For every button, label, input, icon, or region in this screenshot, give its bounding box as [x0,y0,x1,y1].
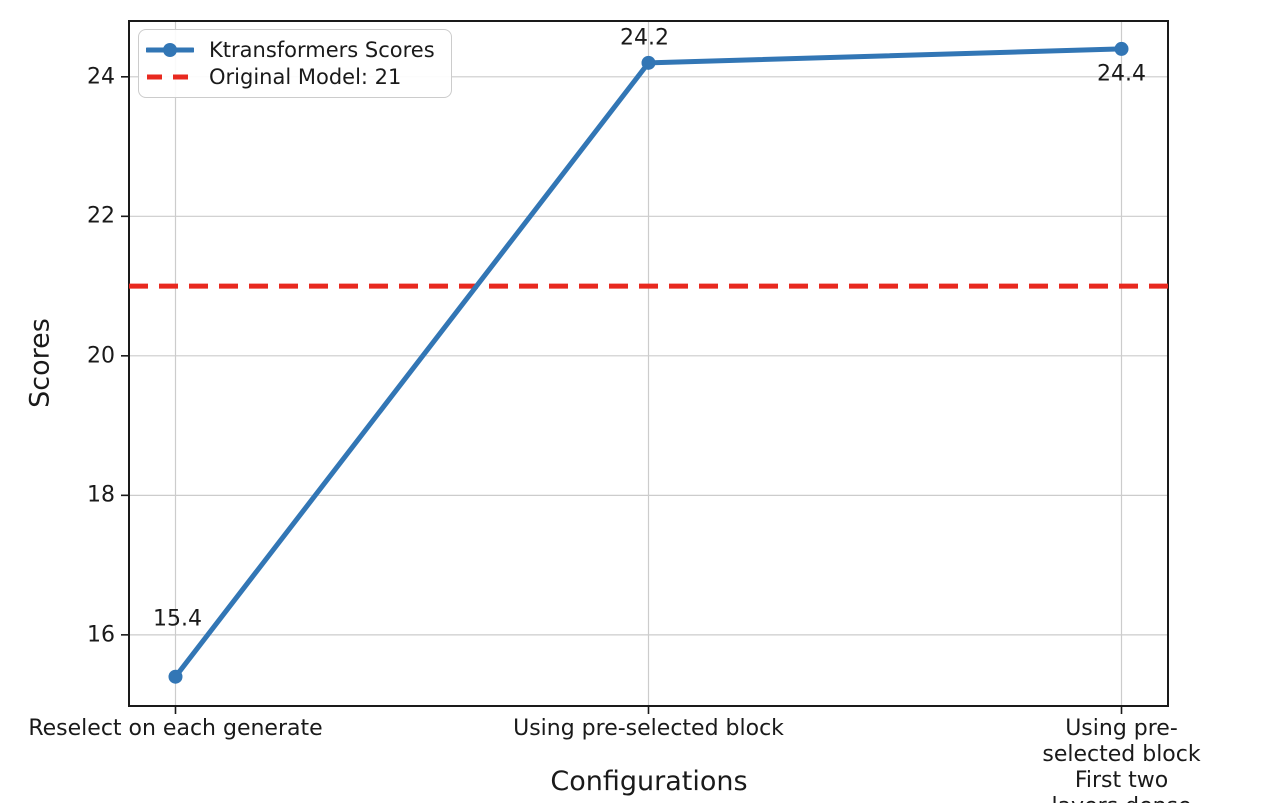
data-point-marker [641,55,656,70]
data-point-marker [1114,41,1129,56]
y-axis-title: Scores [24,318,56,408]
legend-label: Ktransformers Scores [209,38,435,63]
legend-label: Original Model: 21 [209,64,402,89]
x-category-label: Reselect on each generate [28,716,323,741]
y-tick-label: 22 [87,203,115,229]
x-category-label: Using pre-selected block [513,716,784,741]
data-point-marker [168,669,183,684]
y-tick-label: 16 [87,622,115,648]
legend-entry-original-model: Original Model: 21 [146,64,435,91]
legend: Ktransformers Scores Original Model: 21 [138,29,452,98]
solid-line-with-marker-icon [146,43,194,58]
y-tick-label: 24 [87,64,115,90]
dashed-line-icon [147,74,193,80]
x-category-label: Using pre-selected block First two layer… [1042,716,1201,803]
point-value-label: 15.4 [153,606,202,632]
y-tick-label: 20 [87,343,115,369]
x-axis-title: Configurations [550,766,748,797]
point-value-label: 24.2 [620,25,669,51]
plot-border [128,20,1169,707]
legend-entry-ktransformers: Ktransformers Scores [146,37,435,64]
y-tick-label: 18 [87,482,115,508]
point-value-label: 24.4 [1097,61,1146,87]
